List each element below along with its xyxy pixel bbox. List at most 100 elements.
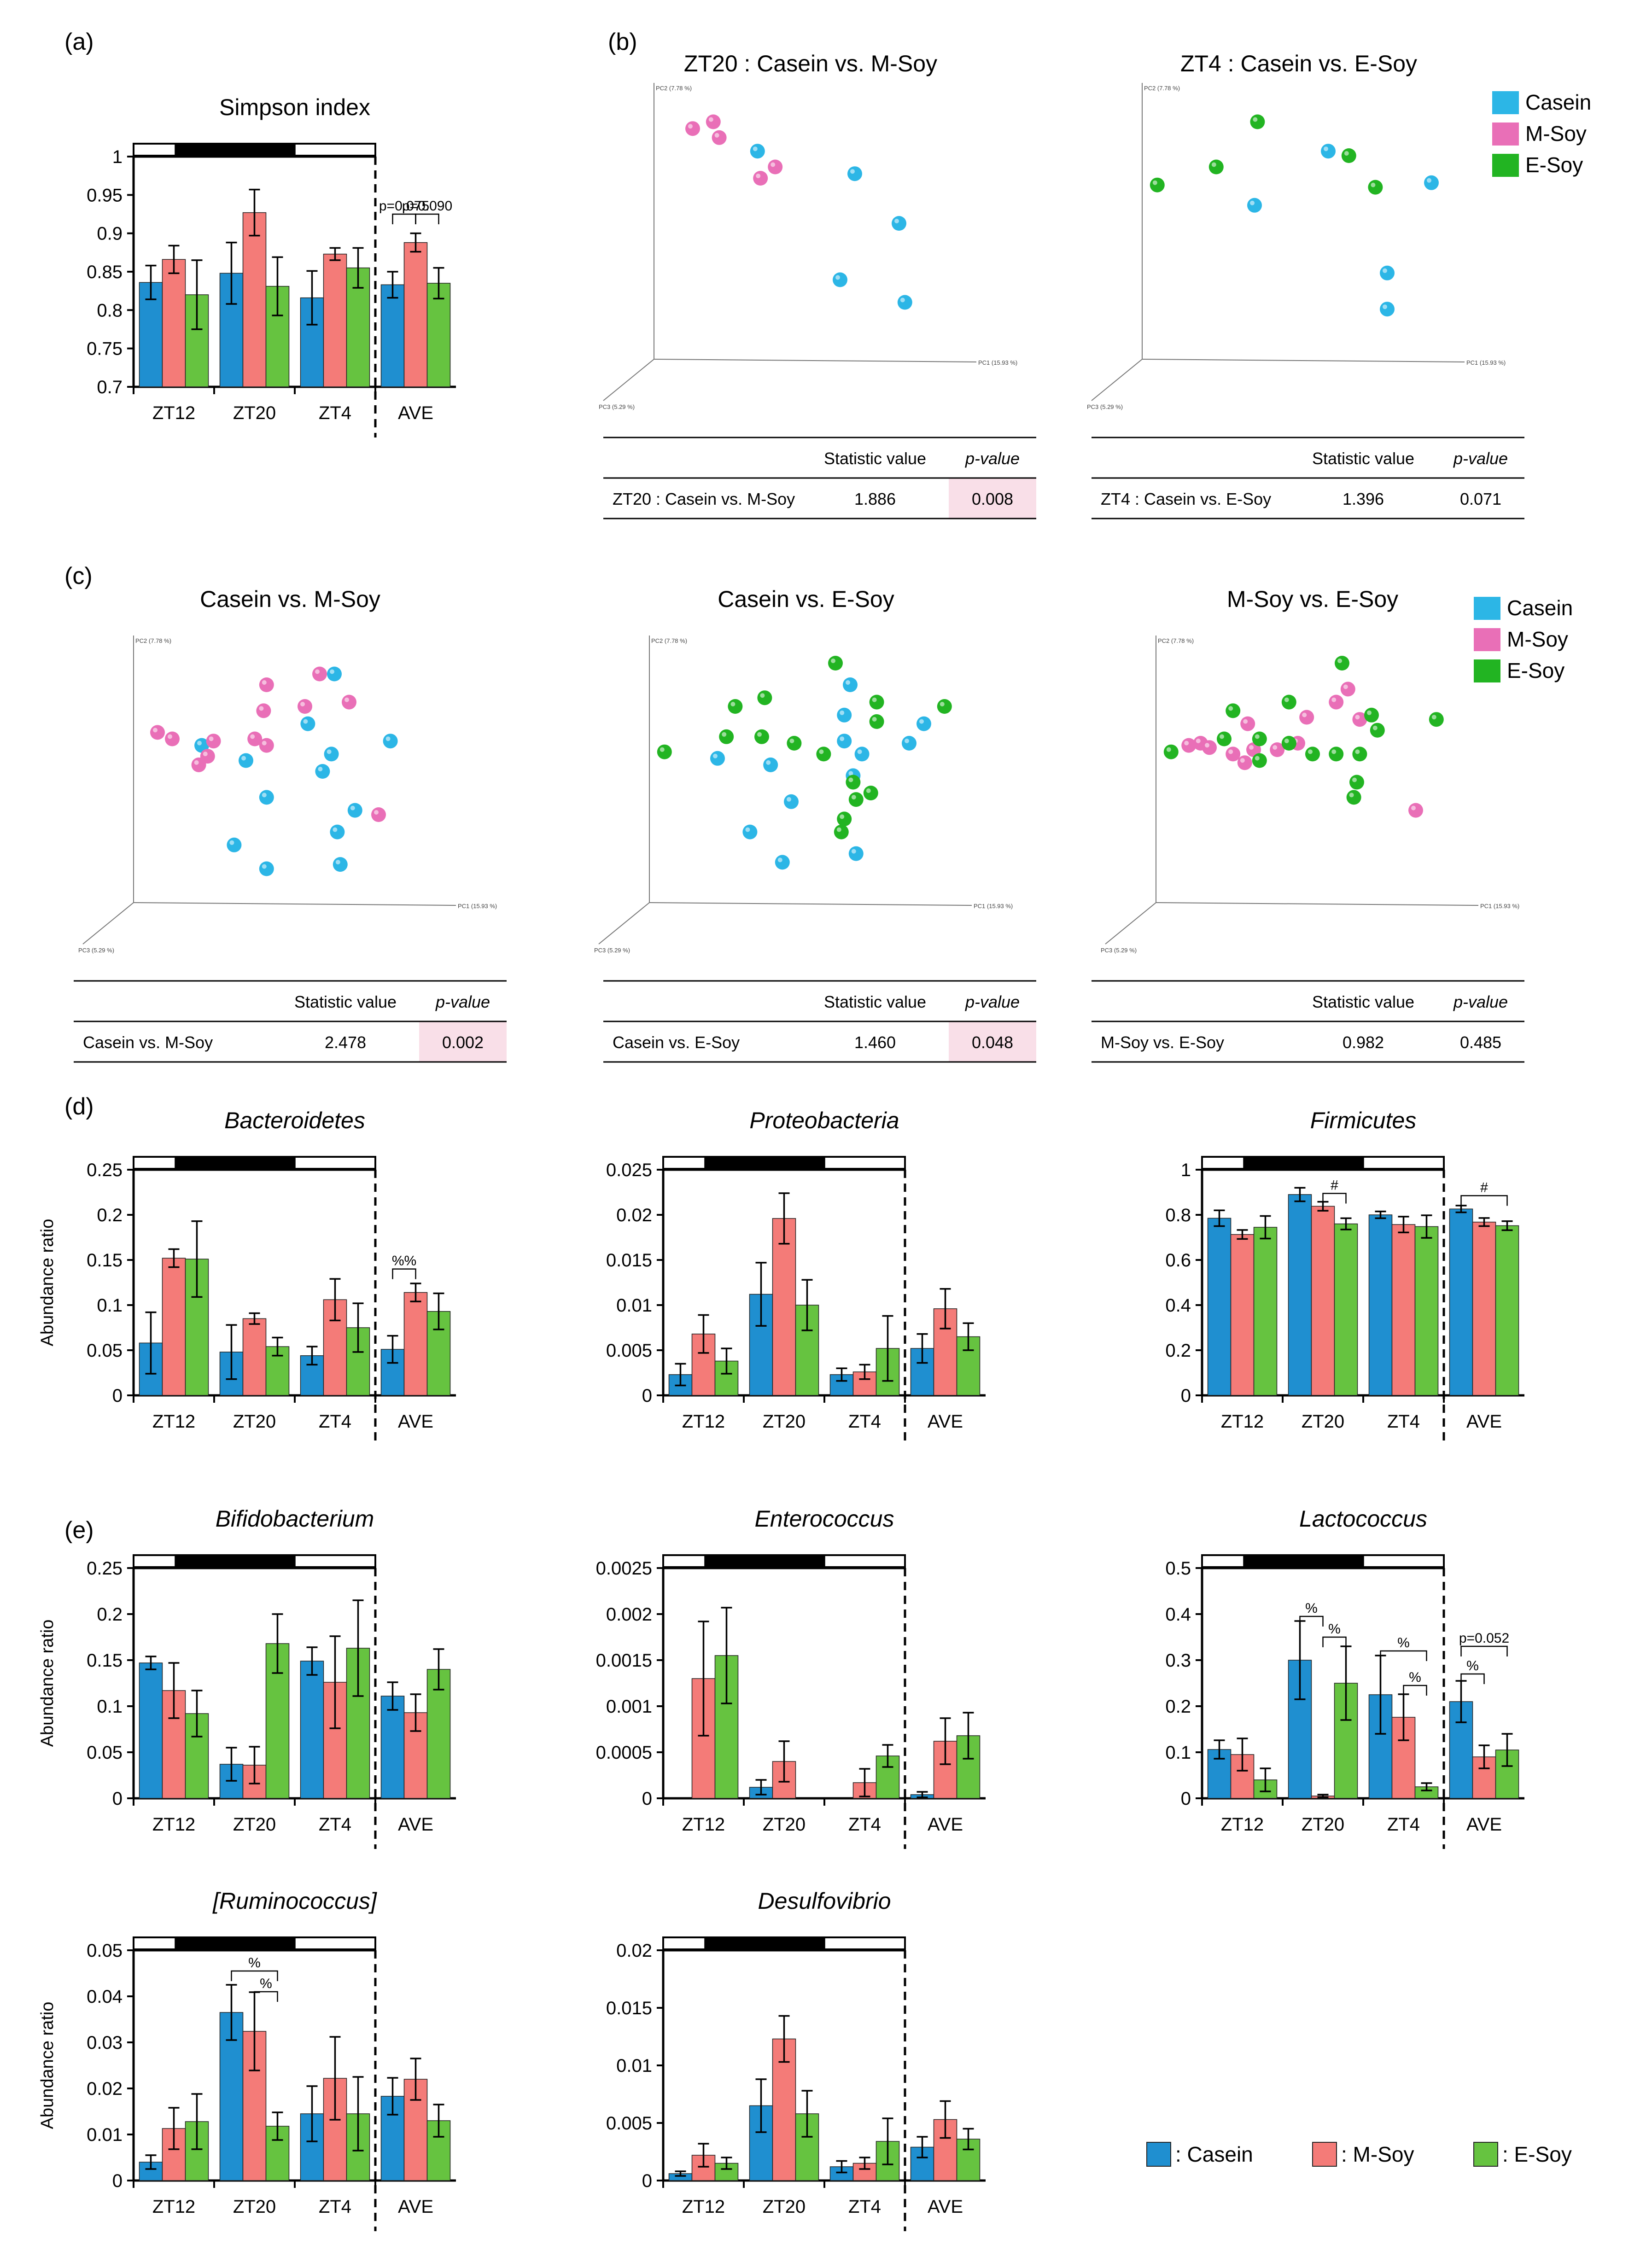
point-highlight [330,669,334,674]
point-e-soy [1368,180,1383,195]
dark-phase-bar [175,1157,296,1169]
point-m-soy [259,677,274,692]
bar-m-soy-zt20 [772,1218,796,1396]
point-e-soy [816,746,831,762]
y-tick-label: 0.1 [97,1697,123,1717]
significance-label: % [1466,1658,1479,1674]
chart-title: Simpson index [219,94,370,120]
panel-label-d: (d) [64,1093,94,1120]
point-e-soy [1281,694,1296,710]
y-tick-label: 0.04 [87,1987,123,2007]
point-e-soy [848,792,864,807]
table-header-statistic: Statistic value [1312,449,1414,468]
x-category-label: ZT4 [848,2197,881,2217]
table-row-label: M-Soy vs. E-Soy [1101,1033,1224,1052]
y-tick-label: 0.015 [606,1998,652,2018]
y-tick-label: 0 [642,1386,652,1406]
table-row-label: Casein vs. E-Soy [613,1033,740,1052]
x-category-label: ZT20 [1302,1411,1344,1432]
table-p-value: 0.485 [1460,1033,1501,1052]
point-casein [763,757,778,772]
bar-chart-bacteroidetes: Bacteroidetes 0 0.05 0.1 0.15 0.2 0.25 ZT12 ZT20… [38,1108,456,1446]
point-casein [259,861,274,876]
significance-label: p=0.090 [402,198,452,214]
point-highlight [840,736,845,741]
point-highlight [229,840,234,845]
significance-bracket [1460,1195,1508,1206]
point-casein [239,753,253,768]
point-highlight [1240,758,1245,763]
point-e-soy [1305,746,1320,762]
point-m-soy [150,725,165,740]
pc1-axis-label: PC1 (15.93 %) [978,359,1017,366]
point-highlight [1220,734,1224,739]
point-casein [833,272,847,287]
point-highlight [1253,117,1258,122]
chart-title: Firmicutes [1310,1108,1417,1133]
table-statistic-value: 1.886 [854,490,896,508]
point-highlight [1184,741,1189,746]
pc3-axis [598,902,650,945]
dark-phase-bar [704,1555,825,1567]
pc1-axis [133,902,456,906]
point-casein [837,734,852,749]
legend-label-m-soy: : M-Soy [1341,2142,1414,2166]
x-category-label: ZT12 [682,1411,725,1432]
point-highlight [840,710,845,715]
point-highlight [1250,200,1255,205]
point-highlight [831,659,835,663]
bar-m-soy-zt12 [162,1258,186,1396]
point-m-soy [1408,803,1423,818]
point-highlight [660,747,665,752]
point-m-soy [768,159,783,175]
bar-chart-firmicutes: Firmicutes 0 0.2 0.4 0.6 0.8 1 ZT12 ZT20 ZT4 AVE # # [1165,1108,1524,1446]
point-e-soy [1250,114,1265,129]
y-tick-label: 0.4 [1165,1604,1191,1625]
point-highlight [789,738,794,743]
point-m-soy [206,734,221,749]
x-category-label: ZT12 [152,403,195,423]
panel-label-a: (a) [64,29,94,55]
chart-title: Desulfovibrio [758,1888,891,1914]
point-highlight [1344,151,1349,156]
panel-label-c: (c) [64,563,93,589]
x-category-label: ZT20 [763,1814,806,1835]
pcoa-plot-pcoa_zt20: ZT20 : Casein vs. M-Soy PC2 (7.78 %) PC1 (… [599,51,1036,519]
table-header-p: p-value [435,992,490,1011]
table-row-label: Casein vs. M-Soy [83,1033,213,1052]
point-highlight [777,857,782,863]
legend-label-casein: : Casein [1175,2142,1253,2166]
point-highlight [722,732,727,737]
significance-label: % [260,1976,272,1991]
y-tick-label: 0.1 [1165,1743,1191,1763]
point-m-soy [312,666,327,682]
x-category-label: AVE [1466,1411,1502,1432]
bar-casein-zt4 [300,1661,324,1799]
y-tick-label: 0.2 [97,1604,123,1625]
x-category-label: AVE [928,1411,963,1432]
significance-bracket [1322,1193,1347,1204]
y-tick-label: 0.8 [97,300,123,321]
point-highlight [1284,738,1289,743]
significance-bracket [392,213,416,224]
point-e-soy [1252,753,1267,768]
point-highlight [1372,725,1378,730]
point-m-soy [706,114,721,129]
point-e-soy [1429,712,1444,727]
point-highlight [259,706,264,711]
y-tick-label: 0.01 [87,2125,123,2145]
significance-bracket [1322,1636,1347,1647]
pc1-axis-label: PC1 (15.93 %) [974,903,1013,910]
x-category-label: AVE [928,1814,963,1835]
point-e-soy [1329,746,1344,762]
point-e-soy [869,714,884,729]
bar-chart-desulfovibrio: Desulfovibrio 0 0.005 0.01 0.015 0.02 ZT12 ZT20… [606,1888,986,2231]
point-highlight [1196,738,1201,743]
chart-title: Enterococcus [755,1506,894,1532]
significance-label: % [248,1955,261,1971]
point-highlight [318,767,323,771]
point-highlight [848,777,853,782]
y-tick-label: 0.05 [87,1941,123,1961]
y-tick-label: 0.02 [616,1205,652,1225]
point-casein [300,716,315,731]
